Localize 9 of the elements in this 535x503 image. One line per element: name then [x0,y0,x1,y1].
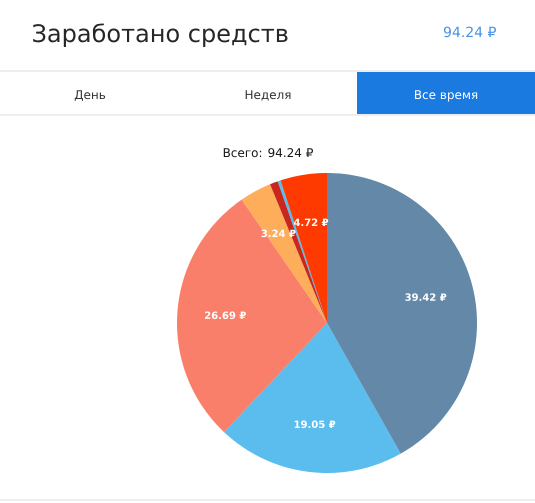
data-label: 19.05 ₽ [294,420,336,428]
text: Неделя [246,90,290,101]
text: Все время [414,90,478,102]
text: 94.24 ₽ [444,26,496,38]
data-label: 26.69 ₽ [205,311,246,320]
text: День [74,90,106,101]
chart-title: Заработано средств [33,23,288,47]
data-label: 39.42 ₽ [405,293,446,301]
text: Всего: 94.24 ₽ [224,148,313,158]
